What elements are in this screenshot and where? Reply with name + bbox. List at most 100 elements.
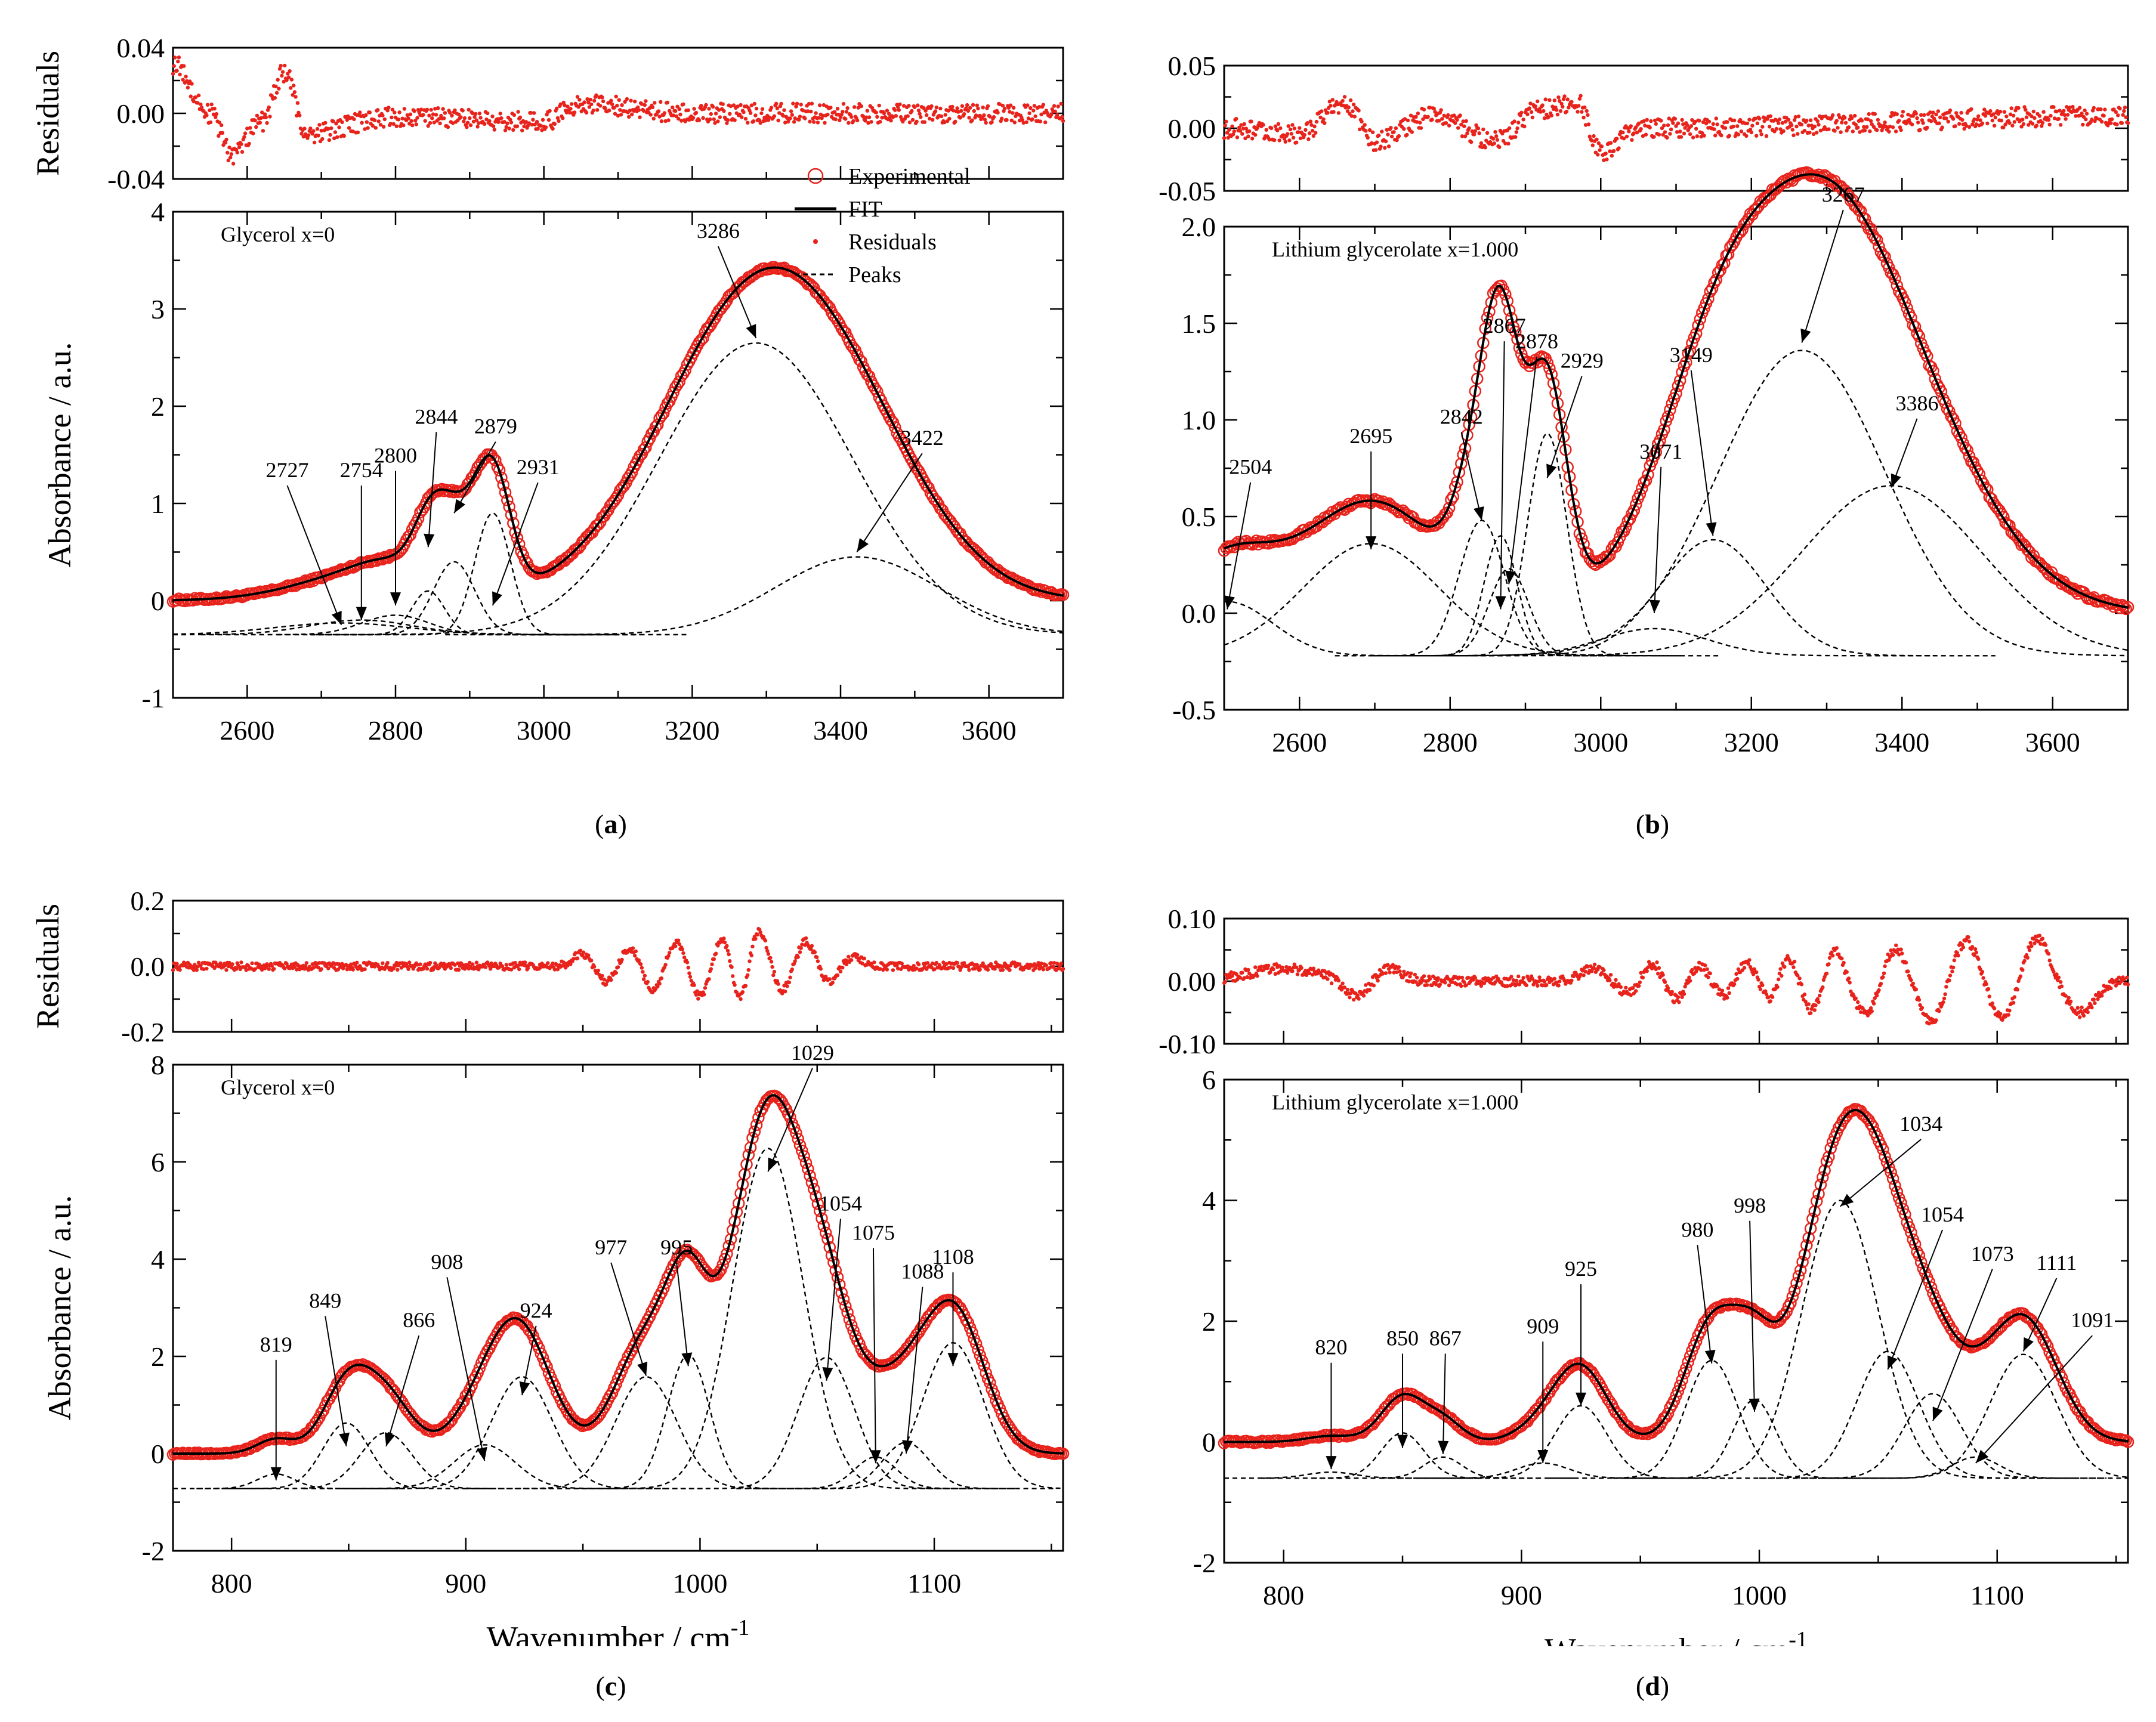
panel-d-experimental-point — [1923, 1276, 1935, 1288]
panel-a-residual-point — [769, 106, 774, 110]
panel-b-residual-point — [1469, 140, 1474, 144]
panel-a-residual-point — [326, 126, 330, 131]
panel-a-residual-point — [280, 73, 284, 78]
panel-b-residual-point — [1758, 129, 1763, 133]
panel-b-residual-point — [1983, 114, 1988, 118]
panel-a-residual-point — [958, 116, 962, 120]
panel-b-res-ytick-label: -0.05 — [1159, 176, 1216, 206]
panel-a-residual-point — [1052, 104, 1057, 108]
panel-b-peak-curve-3267 — [1383, 350, 2129, 657]
panel-c-residual-point — [872, 960, 876, 964]
panel-c-experimental-point — [443, 1415, 456, 1429]
panel-a-residual-point — [653, 101, 657, 105]
panel-a-residual-point — [984, 120, 988, 125]
panel-c-peak-arrow-1029 — [767, 1068, 813, 1172]
panel-a-residual-point — [255, 113, 260, 118]
panel-b-residual-point — [1641, 134, 1645, 138]
panel-b-residual-point — [1871, 125, 1876, 129]
panel-a-residual-point — [421, 113, 425, 117]
panel-a-residual-point — [728, 112, 732, 116]
panel-a-peak-arrow-2879 — [453, 441, 496, 514]
panel-c-residual-point — [912, 964, 916, 968]
panel-b-residual-point — [1723, 126, 1728, 130]
panel-c-peak-arrowhead-849 — [339, 1432, 350, 1446]
panel-a-residual-point — [775, 106, 780, 110]
panel-b-experimental-point — [1664, 403, 1676, 416]
panel-a-residual-point — [623, 100, 627, 104]
panel-c-residual-point — [326, 966, 330, 970]
panel-a-residual-point — [555, 116, 560, 120]
panel-a-residual-point — [647, 106, 652, 110]
panel-c-residual-point — [695, 989, 699, 993]
panel-a-peak-arrowhead-2754 — [356, 607, 367, 620]
panel-b-residual-point — [2055, 109, 2059, 114]
panel-d-experimental-point — [1914, 1256, 1928, 1269]
panel-a-residual-point — [614, 94, 618, 98]
panel-a-residual-point — [953, 119, 957, 123]
panel-c-experimental-point — [503, 1314, 515, 1327]
panel-b-residual-point — [1865, 125, 1869, 129]
panel-a-residual-point — [214, 115, 218, 119]
panel-b-residual-point — [1715, 122, 1719, 126]
panel-b-residual-point — [1852, 113, 1857, 118]
panel-c-experimental-point — [458, 1395, 470, 1408]
panel-b-residual-point — [2021, 118, 2025, 122]
panel-b-peak-arrowhead-2867 — [1495, 596, 1506, 610]
panel-d-experimental-point — [1535, 1397, 1548, 1409]
panel-b-residual-point — [1592, 134, 1596, 138]
panel-b-residual-point — [1839, 130, 1843, 134]
panel-a-residual-point — [721, 102, 725, 106]
panel-a-residual-point — [419, 107, 424, 112]
panel-d-main-frame — [1223, 1078, 2129, 1564]
panel-b-residual-point — [1675, 130, 1679, 134]
panel-a-residual-point — [739, 103, 743, 107]
panel-b-residual-point — [1645, 118, 1649, 122]
panel-a-residual-point — [263, 112, 267, 116]
panel-b-residual-point — [1357, 109, 1361, 113]
panel-b-residual-point — [1608, 149, 1612, 153]
panel-b-peak-label-2695: 2695 — [1349, 424, 1392, 448]
panel-c-experimental-point — [568, 1414, 581, 1427]
panel-a-residual-point — [644, 99, 648, 103]
panel-b-residual-point — [1954, 111, 1959, 115]
panel-b-peak-arrow-2504 — [1227, 482, 1252, 610]
panel-a-residual-point — [758, 120, 762, 125]
panel-a-residual-point — [801, 109, 805, 113]
panel-c-peak-arrowhead-819 — [270, 1467, 282, 1480]
panel-c-residual-point — [734, 990, 739, 994]
panel-d-experimental-point — [1673, 1380, 1687, 1392]
panel-c-residual-point — [860, 962, 864, 966]
panel-a-peak-label-3286: 3286 — [697, 219, 740, 243]
panel-b-residual-point — [1232, 129, 1236, 134]
panel-b-residual-point — [1565, 97, 1570, 101]
panel-b-peak-curve-2504 — [1224, 601, 1476, 657]
panel-d-experimental-point — [1714, 1301, 1726, 1314]
panel-a-residual-point — [331, 119, 335, 123]
panel-b-residual-point — [1676, 121, 1681, 125]
panel-b-peak-label-3267: 3267 — [1822, 183, 1865, 206]
panel-b-residual-point — [1586, 113, 1590, 117]
panel-d-experimental-point — [1991, 1324, 2004, 1337]
panel-b-residual-point — [1346, 105, 1351, 110]
panel-c-peak-arrowhead-866 — [384, 1432, 396, 1446]
panel-b-residual-point — [1323, 108, 1328, 112]
panel-a-experimental-point — [819, 298, 832, 310]
panel-c-res-ytick-label: -0.2 — [121, 1017, 165, 1047]
panel-b-residual-point — [1736, 132, 1741, 137]
panel-c-residual-point — [267, 967, 271, 971]
panel-b-residual-point — [2121, 113, 2125, 117]
panel-b-residual-point — [1306, 137, 1311, 141]
panel-a-residual-point — [524, 120, 528, 124]
panel-a-residual-point — [406, 116, 410, 120]
panel-b-residual-point — [1308, 119, 1312, 123]
panel-b-residual-point — [2007, 120, 2012, 125]
panel-b-residual-point — [1727, 134, 1731, 138]
panel-b-residual-point — [1282, 137, 1287, 141]
panel-c-residual-point — [785, 984, 789, 988]
panel-d-peak-curve-1034 — [1623, 1199, 2057, 1479]
panel-a-residual-point — [196, 101, 200, 105]
panel-a-residual-point — [598, 104, 603, 108]
panel-b-residual-point — [2083, 108, 2087, 113]
panel-a-residual-point — [792, 120, 796, 124]
panel-d-experimental-point — [1610, 1406, 1622, 1419]
